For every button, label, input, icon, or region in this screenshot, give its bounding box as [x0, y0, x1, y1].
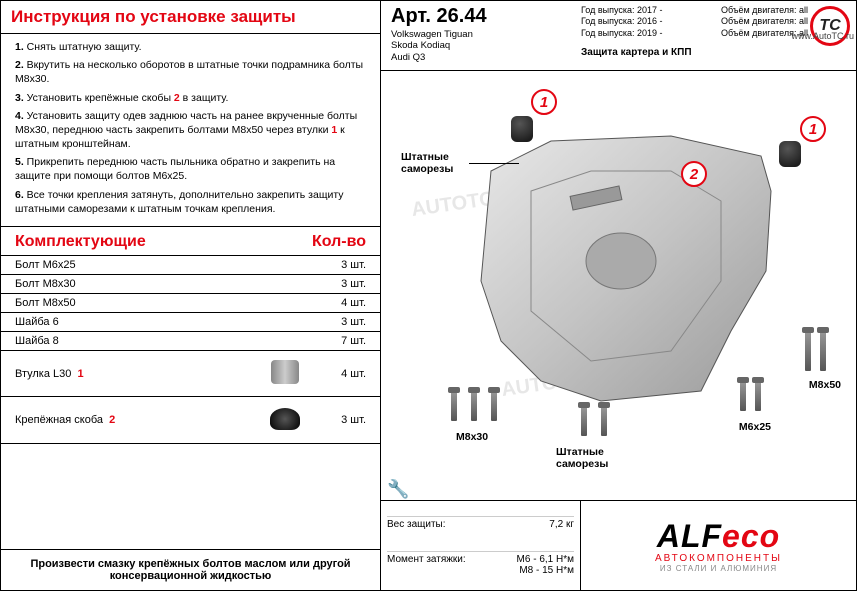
years-item: Год выпуска: 2017 - [581, 5, 663, 16]
bushing-qty: 4 шт. [320, 351, 380, 397]
instruction-item: 5. Прикрепить переднюю часть пыльника об… [15, 155, 368, 183]
wrench-icon: 🔧 [387, 479, 409, 500]
comp-name: Болт М8х30 [1, 274, 320, 293]
years-item: Год выпуска: 2019 - [581, 28, 663, 39]
watermark-url: www.AutoTC.ru [791, 31, 854, 41]
diagram-area: AUTOTC.RU AUTOTC.RU AUTOTC.RU 1 [381, 71, 856, 491]
vehicles-item: Skoda Kodiaq [391, 40, 473, 51]
logo-block: ALFeco АВТОКОМПОНЕНТЫ ИЗ СТАЛИ И АЛЮМИНИ… [581, 501, 856, 590]
main-title: Инструкция по установке защиты [1, 1, 380, 34]
years-list: Год выпуска: 2017 -Год выпуска: 2016 -Го… [581, 5, 663, 39]
engines-item: Объём двигателя: all [721, 16, 808, 27]
callout-1-top: 1 [531, 89, 557, 115]
torque-m6: М6 - 6,1 Н*м [517, 554, 574, 565]
instruction-item: 3. Установить крепёжные скобы 2 в защиту… [15, 91, 368, 105]
weight-label: Вес защиты: [387, 519, 446, 530]
instruction-item: 6. Все точки крепления затянуть, дополни… [15, 188, 368, 216]
engines-item: Объём двигателя: all [721, 5, 808, 16]
bolt-icon [601, 406, 607, 436]
bushing-row: Втулка L30 1 4 шт. [1, 351, 380, 398]
logo-sub2: ИЗ СТАЛИ И АЛЮМИНИЯ [660, 564, 777, 573]
vehicles-item: Volkswagen Tiguan [391, 29, 473, 40]
bracket-icon [270, 408, 300, 430]
logo-eco: eco [722, 518, 780, 554]
comp-name: Шайба 8 [1, 331, 320, 350]
label-screws-top: Штатные саморезы [401, 151, 471, 175]
bracket-qty: 3 шт. [320, 397, 380, 443]
label-m8x30: M8x30 [456, 431, 488, 443]
page-root: Инструкция по установке защиты 1. Снять … [0, 0, 857, 591]
torque-m8: М8 - 15 Н*м [517, 565, 574, 576]
logo-main: ALFeco [657, 518, 780, 555]
instruction-item: 1. Снять штатную защиту. [15, 40, 368, 54]
bolt-icon [491, 391, 497, 421]
bolt-icon [740, 381, 746, 411]
weight-value: 7,2 кг [549, 519, 574, 530]
bracket-row: Крепёжная скоба 2 3 шт. [1, 397, 380, 444]
comp-header-right: Кол-во [312, 233, 366, 251]
component-row: Шайба 87 шт. [1, 331, 380, 350]
component-row: Шайба 63 шт. [1, 312, 380, 331]
vehicles-item: Audi Q3 [391, 52, 473, 63]
comp-header-left: Комплектующие [15, 233, 146, 251]
specs-block: 🔧 Вес защиты: 7,2 кг Момент затяжки: М6 … [381, 501, 581, 590]
years-item: Год выпуска: 2016 - [581, 16, 663, 27]
comp-qty: 3 шт. [320, 274, 380, 293]
comp-name: Шайба 6 [1, 312, 320, 331]
instructions-block: 1. Снять штатную защиту. 2. Вкрутить на н… [1, 34, 380, 227]
bolt-icon [451, 391, 457, 421]
comp-qty: 4 шт. [320, 293, 380, 312]
vehicles-list: Volkswagen TiguanSkoda KodiaqAudi Q3 [391, 29, 473, 63]
bushing-part-icon [511, 116, 533, 142]
bolt-icon [755, 381, 761, 411]
comp-name: Болт М6х25 [1, 256, 320, 275]
bolt-icon [805, 331, 811, 371]
callout-2: 2 [681, 161, 707, 187]
bushing-part-icon [779, 141, 801, 167]
bolt-icon [820, 331, 826, 371]
bushing-mark: 1 [78, 368, 84, 380]
logo-sub1: АВТОКОМПОНЕНТЫ [655, 553, 782, 564]
torque-label: Момент затяжки: [387, 554, 466, 576]
callout-1-right: 1 [800, 116, 826, 142]
left-column: Инструкция по установке защиты 1. Снять … [1, 1, 381, 590]
label-m6x25: M6x25 [739, 421, 771, 433]
comp-qty: 7 шт. [320, 331, 380, 350]
comp-name: Болт М8х50 [1, 293, 320, 312]
components-table: Болт М6х253 шт.Болт М8х303 шт.Болт М8х50… [1, 256, 380, 351]
label-m8x50: M8x50 [809, 379, 841, 391]
bolt-icon [581, 406, 587, 436]
bracket-mark: 2 [109, 414, 115, 426]
bushing-name: Втулка L30 [15, 368, 71, 380]
component-row: Болт М6х253 шт. [1, 256, 380, 275]
comp-qty: 3 шт. [320, 256, 380, 275]
component-row: Болт М8х303 шт. [1, 274, 380, 293]
protection-title: Защита картера и КПП [581, 47, 692, 58]
components-header: Комплектующие Кол-во [1, 227, 380, 256]
right-footer: 🔧 Вес защиты: 7,2 кг Момент затяжки: М6 … [381, 500, 856, 590]
right-header: Арт. 26.44 Volkswagen TiguanSkoda Kodiaq… [381, 1, 856, 71]
footer-note: Произвести смазку крепёжных болтов масло… [1, 549, 380, 590]
bracket-name: Крепёжная скоба [15, 414, 103, 426]
bushing-icon [271, 360, 299, 384]
skid-plate-diagram [471, 131, 781, 411]
component-row: Болт М8х504 шт. [1, 293, 380, 312]
instruction-item: 4. Установить защиту одев заднюю часть н… [15, 109, 368, 152]
leader-line [469, 163, 519, 164]
label-screws-bottom: Штатные саморезы [556, 446, 636, 470]
bolt-icon [471, 391, 477, 421]
right-column: Арт. 26.44 Volkswagen TiguanSkoda Kodiaq… [381, 1, 856, 590]
comp-qty: 3 шт. [320, 312, 380, 331]
logo-alf: ALF [657, 518, 722, 554]
instruction-item: 2. Вкрутить на несколько оборотов в штат… [15, 58, 368, 86]
